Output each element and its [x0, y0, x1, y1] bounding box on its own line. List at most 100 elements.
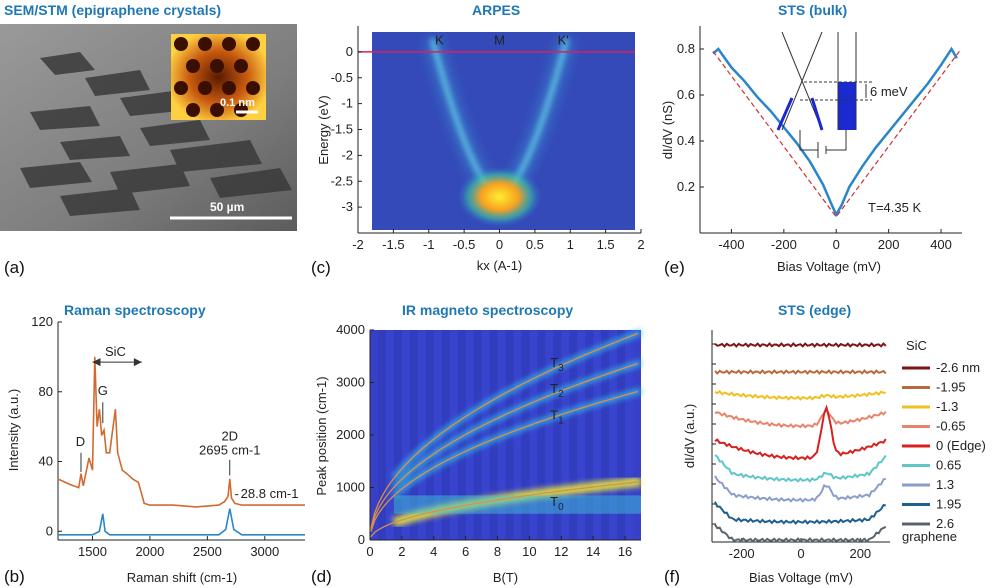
d-peak-label: D: [76, 434, 85, 449]
x-tick-label: -200: [771, 237, 797, 252]
x-tick-label: 200: [878, 237, 900, 252]
transition-fit-curve: [370, 362, 639, 531]
y-tick-label: 0.6: [677, 87, 695, 102]
symmetry-point-label: K': [558, 33, 569, 48]
panel-d-letter: (d): [311, 567, 332, 586]
legend-entry: -0.65: [936, 419, 966, 434]
field-column: [449, 330, 458, 540]
x-tick-label: 16: [618, 544, 632, 559]
panel-b-title: Raman spectroscopy: [64, 302, 206, 318]
y-axis-label: dI/dV (a.u.): [682, 404, 697, 468]
field-column: [617, 330, 626, 540]
field-column: [385, 330, 394, 540]
band-bottom-intensity: [457, 166, 542, 227]
field-column: [401, 330, 410, 540]
field-column: [537, 330, 546, 540]
y-tick-label: 0: [46, 523, 53, 538]
x-tick-label: 4: [430, 544, 437, 559]
lattice-hole: [198, 37, 212, 51]
2d-position-label: 2695 cm-1: [199, 443, 260, 458]
sts-edge-curve: [714, 369, 887, 375]
field-column: [417, 330, 426, 540]
low-energy-band: [393, 495, 641, 514]
panel-f-title: STS (edge): [778, 302, 852, 318]
symmetry-point-label: M: [494, 33, 505, 48]
field-column: [625, 330, 634, 540]
y-axis-label: Peak position (cm-1): [314, 376, 329, 495]
y-tick-label: 1000: [336, 480, 365, 495]
field-column: [473, 330, 482, 540]
legend-entry: -1.3: [936, 399, 958, 414]
raman-spectrum-orange: [57, 356, 305, 508]
panel-e-letter: (e): [664, 258, 685, 277]
panel-c-title: ARPES: [472, 2, 521, 18]
sts-bulk-plot: -400 -200 0 200 400 0.2 0.4 0.6 0.8 6 meV T=4.35 K…: [660, 26, 962, 274]
arpes-plot: -2 -1.5 -1 -0.5 0 0.5 1 1.5 2 0 -0.5 -1 -1.5 -2 -2.5 -3…: [316, 26, 645, 273]
sts-bulk-curve: [712, 46, 958, 218]
legend-entry: -1.95: [936, 380, 966, 395]
lattice-hole: [186, 59, 200, 73]
lattice-hole: [210, 59, 224, 73]
graphene-flake: [140, 120, 210, 146]
fwhm-label: 28.8 cm-1: [241, 486, 299, 501]
transition-fit-curve: [370, 481, 638, 538]
x-tick-label: 1500: [78, 544, 107, 559]
x-tick-label: -1: [423, 237, 435, 252]
x-tick-label: 0: [797, 546, 804, 561]
legend-entry: 1.95: [936, 497, 961, 512]
panel-c-letter: (c): [311, 258, 331, 277]
panel-b-letter: (b): [4, 567, 25, 586]
legend-entry: 0.65: [936, 458, 961, 473]
y-tick-label: -0.5: [331, 70, 353, 85]
x-tick-label: 1.5: [597, 237, 615, 252]
graphene-flake: [30, 106, 100, 130]
field-column: [545, 330, 554, 540]
x-tick-label: 2500: [193, 544, 222, 559]
x-tick-label: 400: [930, 237, 952, 252]
legend-header: SiC: [906, 338, 927, 353]
sts-bulk-fit: [712, 50, 960, 218]
transition-fit-curve: [370, 390, 638, 533]
x-tick-label: 10: [522, 544, 536, 559]
field-column: [553, 330, 562, 540]
y-tick-label: -1.5: [331, 122, 353, 137]
y-tick-label: 40: [39, 454, 53, 469]
graphene-flake: [60, 136, 130, 160]
y-axis-label: Energy (eV): [316, 95, 331, 164]
y-tick-label: -2.5: [331, 173, 353, 188]
field-column: [577, 330, 586, 540]
circuit: [799, 130, 847, 151]
lattice-hole: [186, 103, 200, 117]
y-axis-label: dI/dV (nS): [660, 101, 675, 160]
x-axis-label: B(T): [493, 570, 518, 585]
lattice-hole: [246, 81, 260, 95]
x-tick-label: 14: [586, 544, 600, 559]
y-tick-label: -2: [341, 147, 353, 162]
lattice-hole: [222, 37, 236, 51]
field-column: [529, 330, 538, 540]
field-column: [377, 330, 386, 540]
cone-line: [781, 31, 823, 131]
graphene-flake: [170, 140, 262, 172]
lattice-hole: [174, 81, 188, 95]
lattice-hole: [198, 81, 212, 95]
y-tick-label: -1: [341, 96, 353, 111]
field-column: [489, 330, 498, 540]
x-tick-label: 12: [554, 544, 568, 559]
panel-a-title: SEM/STM (epigraphene crystals): [4, 2, 222, 18]
y-tick-label: 0.8: [677, 41, 695, 56]
x-axis-label: Bias Voltage (mV): [777, 259, 881, 274]
x-tick-label: 8: [494, 544, 501, 559]
x-tick-label: 0: [366, 544, 373, 559]
legend-entry: 2.6: [936, 516, 954, 531]
lattice-hole: [222, 81, 236, 95]
panel-a-letter: (a): [4, 258, 25, 277]
sts-edge-curve: [714, 524, 887, 543]
y-tick-label: 0: [346, 44, 353, 59]
field-column: [601, 330, 610, 540]
field-column: [393, 330, 402, 540]
sts-edge-curve: [714, 404, 887, 461]
field-column: [409, 330, 418, 540]
x-tick-label: 0: [496, 237, 503, 252]
